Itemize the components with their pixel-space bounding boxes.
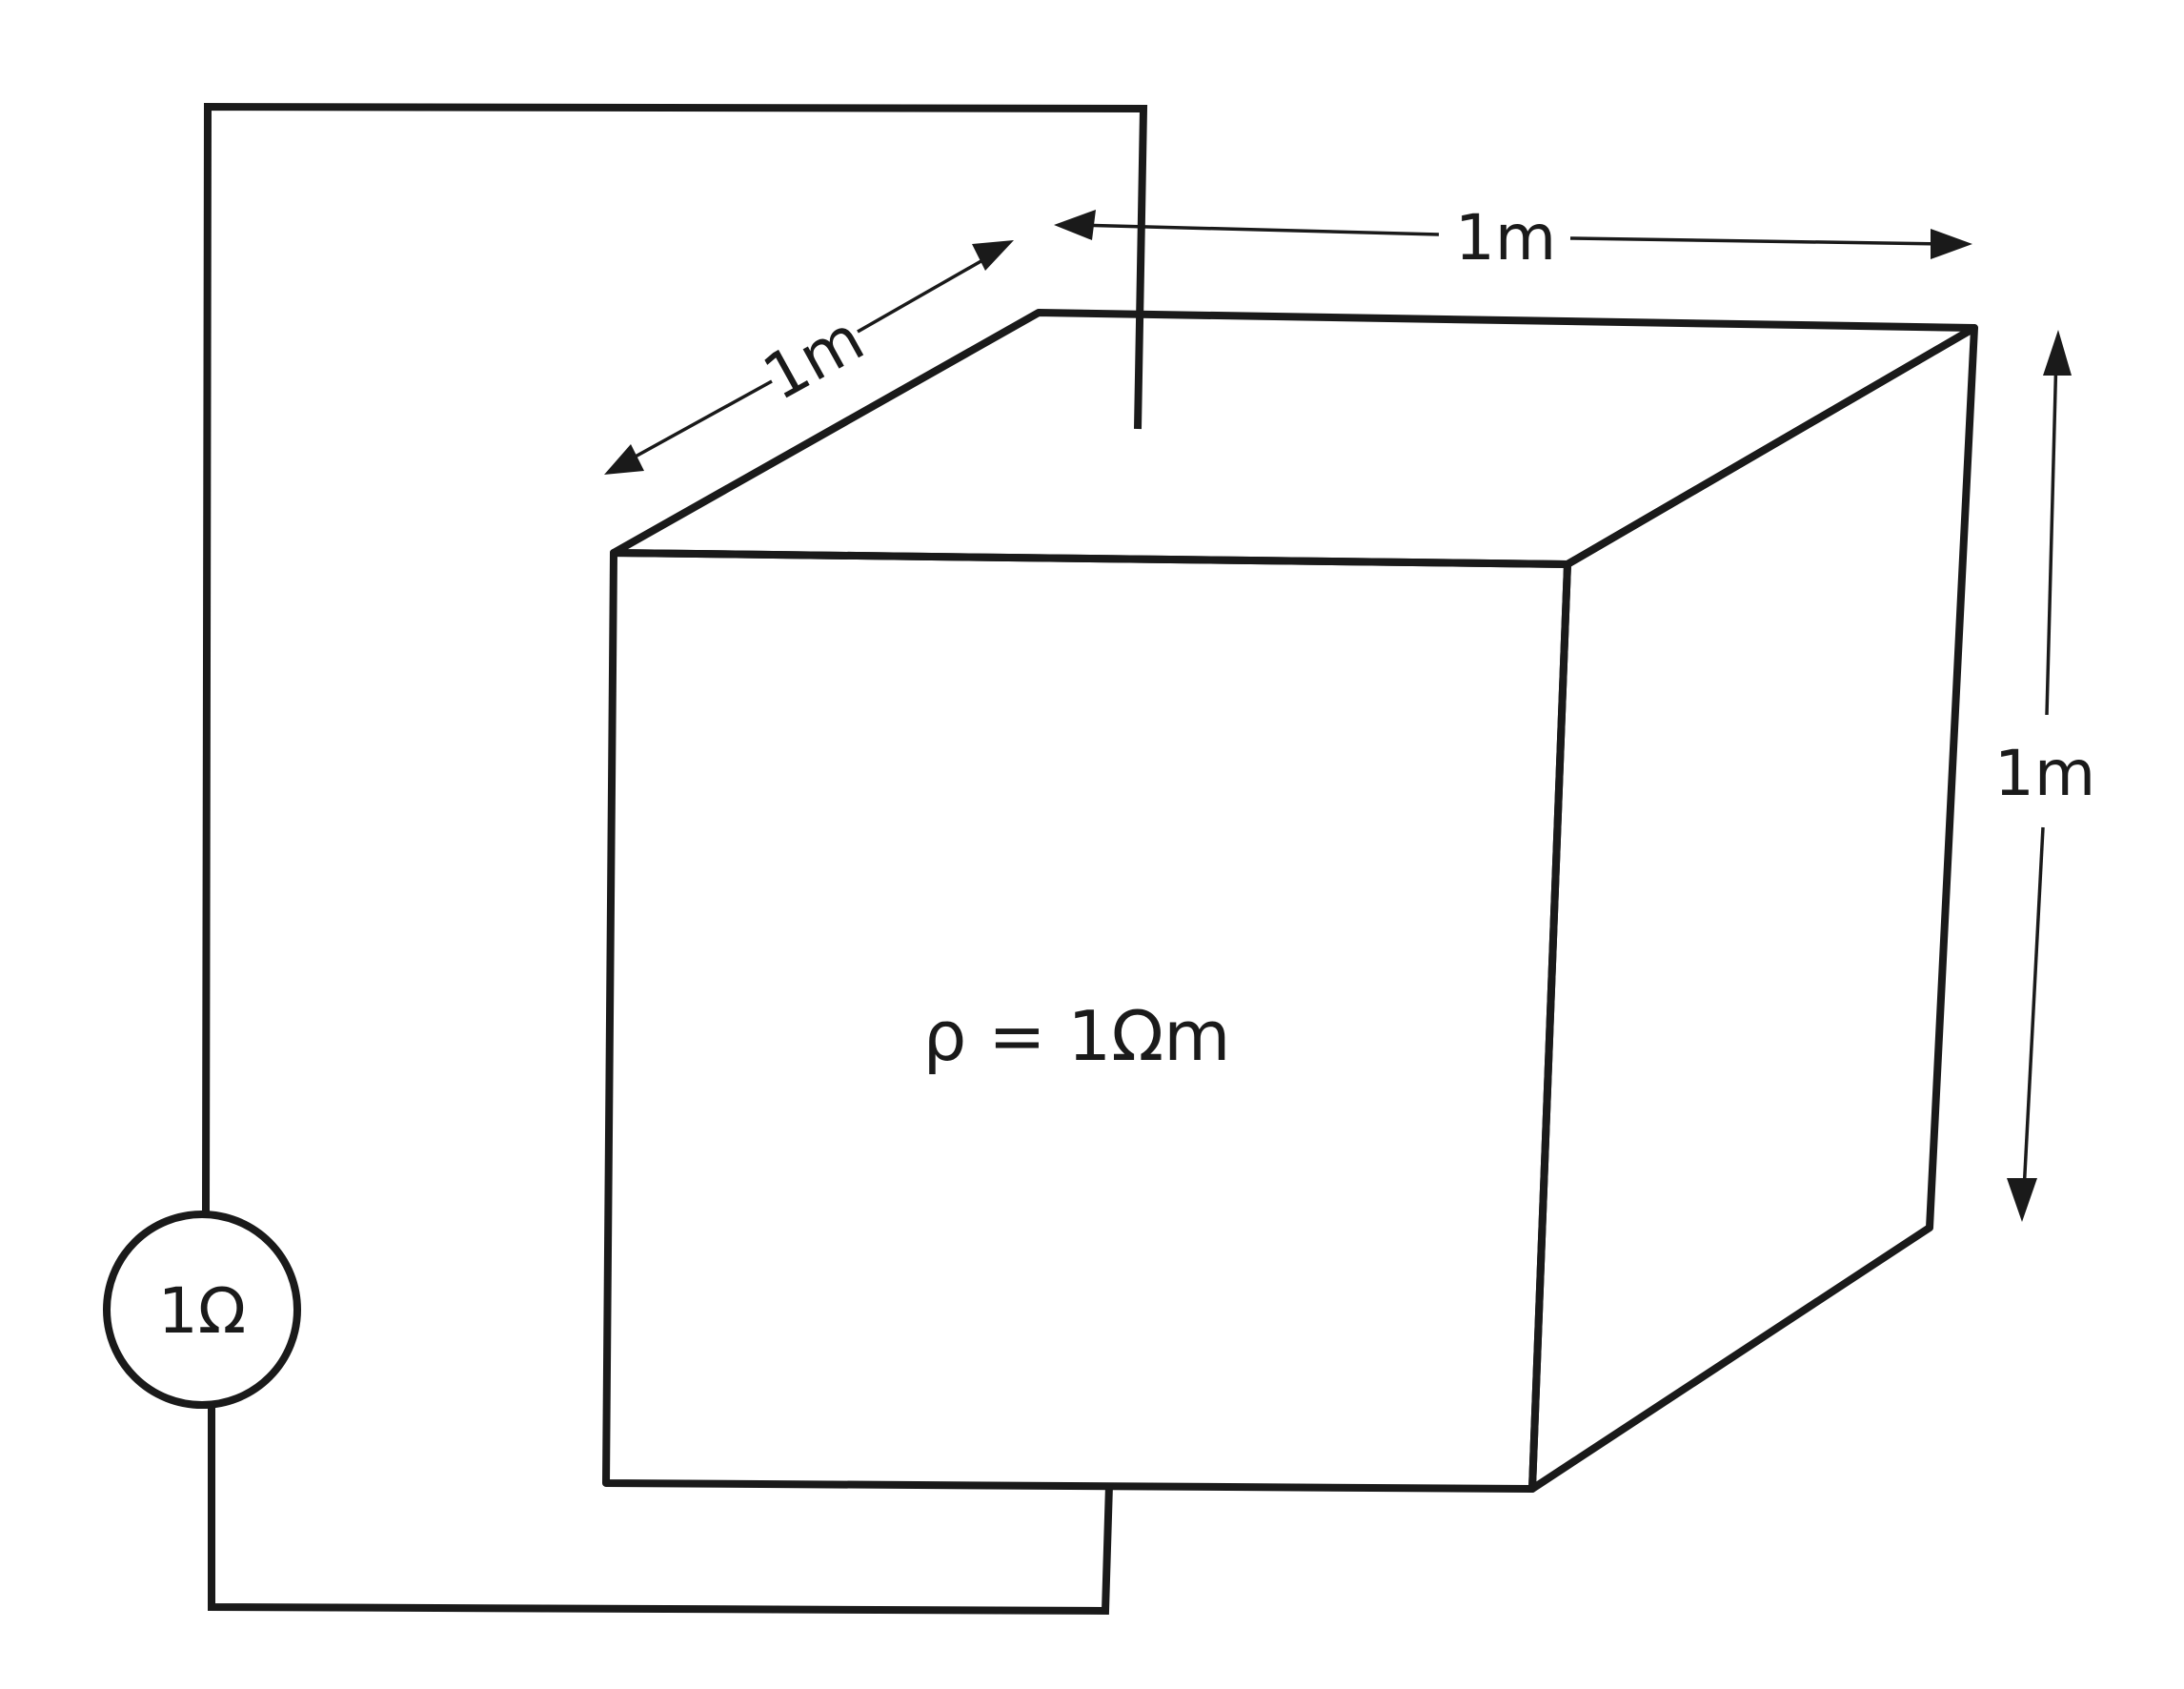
wire-top-segment [202, 102, 1148, 1213]
wire-bottom-segment [208, 1405, 1113, 1616]
height-arrow-head-upper [2043, 330, 2072, 376]
resistor-circle [103, 1211, 301, 1409]
width-arrow-line-right [1569, 236, 1945, 246]
width-arrow-head-right [1931, 229, 1972, 259]
height-arrow-line-upper [2045, 352, 2058, 716]
resistor: 1Ω [103, 1211, 301, 1409]
depth-arrow-head-upper [972, 240, 1014, 271]
circuit-wire [202, 102, 1148, 1616]
depth-arrow-head-lower [604, 444, 644, 475]
cube-right-face [1528, 324, 1978, 1493]
width-dimension: 1m [1054, 201, 1972, 275]
width-arrow-head-left [1054, 210, 1096, 240]
resistor-label: 1Ω [158, 1274, 246, 1348]
depth-dimension-label: 1m [752, 301, 876, 415]
width-dimension-label: 1m [1455, 201, 1556, 275]
width-arrow-line-left [1076, 223, 1440, 236]
height-arrow-head-lower [2007, 1178, 2037, 1222]
height-dimension: 1m [1994, 330, 2095, 1222]
height-arrow-line-lower [2022, 826, 2045, 1192]
resistivity-label: ρ = 1Ωm [923, 996, 1231, 1076]
height-dimension-label: 1m [1994, 737, 2095, 810]
depth-arrow-line-upper [857, 254, 992, 334]
cube [602, 309, 1978, 1493]
depth-arrow-line-lower [622, 379, 773, 465]
